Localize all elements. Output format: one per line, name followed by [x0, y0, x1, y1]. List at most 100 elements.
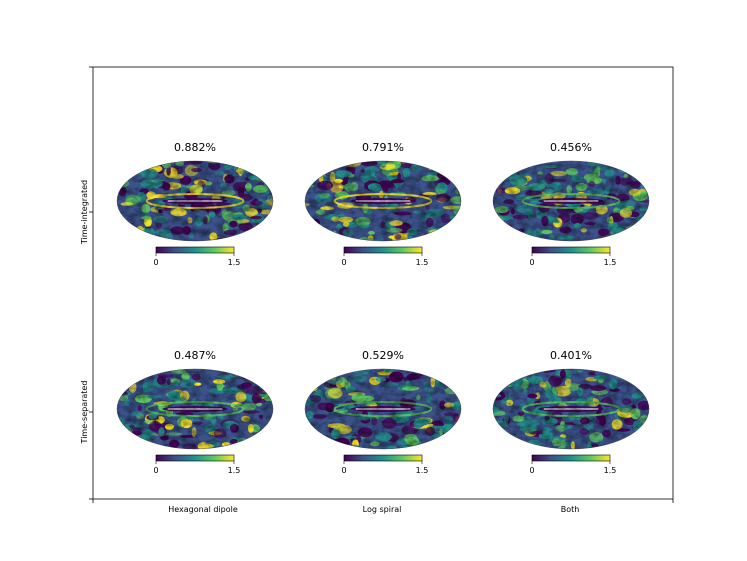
panel-title-2: 0.791% [362, 141, 404, 154]
col-label-hexagonal-dipole: Hexagonal dipole [168, 505, 238, 514]
map-blob [493, 379, 496, 386]
row-label-time-separated: Time-separated [80, 381, 89, 445]
map-blob [117, 429, 130, 438]
map-blob [493, 430, 501, 438]
map-blob [305, 175, 314, 184]
map-blob [445, 370, 453, 378]
map-blob [305, 228, 309, 238]
colorbar-max-label: 1.5 [228, 258, 241, 267]
map-blob [326, 442, 340, 449]
map-blob [266, 429, 272, 433]
map-panels: 0.882% 0 1.5 0.791% 0 1.5 0.456% 0 1.5 0.487% 0 1.5… [116, 141, 650, 475]
colorbar-1 [155, 246, 235, 254]
map-blob [322, 369, 339, 377]
map-blob [493, 173, 504, 180]
panel-title-4: 0.487% [174, 349, 216, 362]
map-blob [456, 220, 461, 231]
map-blob [268, 428, 273, 434]
map-blob [510, 369, 527, 375]
map-blob [117, 432, 128, 443]
colorbar-max-label: 1.5 [416, 258, 429, 267]
mollweide-map-6 [493, 369, 649, 449]
map-blob [641, 430, 649, 437]
map-blob [507, 438, 520, 449]
map-blob [305, 433, 315, 441]
map-blob [239, 369, 250, 372]
map-blob [264, 175, 270, 184]
map-blob [428, 163, 440, 170]
map-blob [494, 430, 504, 438]
map-blob [307, 377, 315, 383]
map-blob [637, 383, 649, 388]
map-blob [307, 380, 319, 389]
map-blob [121, 441, 137, 449]
map-blob [609, 161, 618, 165]
map-blob [305, 161, 323, 168]
map-speckle [493, 161, 649, 241]
colorbar-max-label: 1.5 [416, 466, 429, 475]
map-blob [315, 161, 321, 168]
map-blob [306, 386, 312, 393]
colorbar-min-label: 0 [153, 466, 158, 475]
map-blob [637, 384, 649, 390]
map-blob [126, 162, 141, 173]
map-blob [643, 224, 649, 229]
map-blob [258, 376, 273, 384]
map-blob [129, 166, 142, 173]
map-outline [116, 160, 274, 242]
outer-axes-frame [92, 66, 674, 500]
mollweide-map-4 [117, 369, 273, 449]
map-blob [117, 431, 131, 436]
colorbar-min-label: 0 [153, 258, 158, 267]
map-blob [118, 164, 125, 171]
panel-title-6: 0.401% [550, 349, 592, 362]
map-blob [305, 221, 314, 229]
map-blob [625, 441, 633, 448]
map-blob [621, 441, 639, 449]
colorbar-6 [531, 454, 611, 462]
map-blob [128, 443, 143, 449]
colorbar-5 [343, 454, 423, 462]
map-blob [314, 163, 324, 172]
map-outline [492, 368, 650, 450]
map-blob [621, 164, 630, 170]
map-blob [493, 443, 507, 449]
map-outline [116, 368, 274, 450]
colorbar-max-label: 1.5 [604, 258, 617, 267]
col-label-log-spiral: Log spiral [363, 505, 402, 514]
colorbar-max-label: 1.5 [228, 466, 241, 475]
colorbar-3 [531, 246, 611, 254]
map-blob [493, 223, 505, 228]
map-blob [442, 375, 448, 382]
map-blob [242, 369, 247, 374]
row-label-time-integrated: Time-integrated [80, 180, 89, 245]
map-outline [304, 160, 462, 242]
mollweide-map-3 [493, 161, 649, 241]
map-blob [256, 369, 263, 376]
map-blob [315, 438, 332, 448]
map-blob [117, 161, 124, 172]
map-blob [499, 370, 516, 373]
colorbar-4 [155, 454, 235, 462]
map-blob [635, 369, 649, 375]
col-label-both: Both [561, 505, 580, 514]
map-blob [493, 231, 505, 241]
mollweide-map-2 [305, 161, 461, 241]
map-blob [261, 439, 270, 446]
map-blob [624, 234, 638, 240]
panel-title-5: 0.529% [362, 349, 404, 362]
map-blob [121, 226, 128, 237]
map-blob [504, 373, 523, 378]
map-blob [263, 166, 273, 174]
colorbar-min-label: 0 [529, 466, 534, 475]
map-speckle [305, 161, 461, 241]
map-blob [267, 431, 273, 436]
map-blob [438, 375, 452, 379]
map-blob [503, 374, 512, 378]
map-blob [629, 161, 639, 164]
colorbar-2 [343, 246, 423, 254]
map-blob [257, 161, 267, 167]
map-blob [240, 237, 246, 241]
colorbar-min-label: 0 [341, 258, 346, 267]
map-blob [118, 222, 123, 230]
